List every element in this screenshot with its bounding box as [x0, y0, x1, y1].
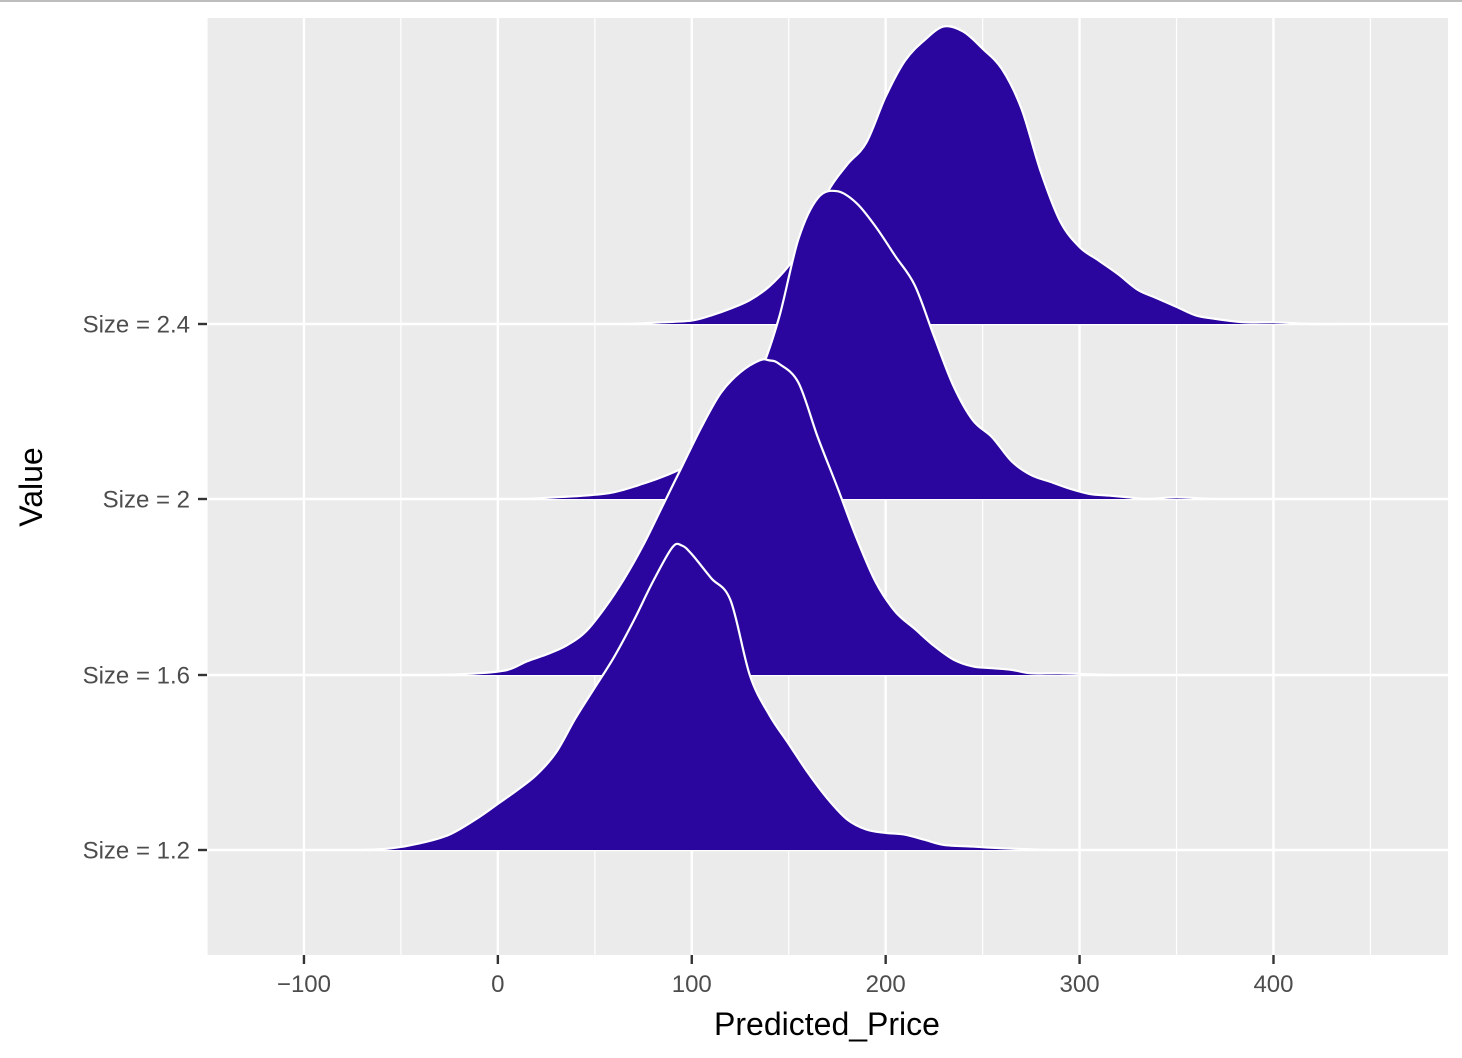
x-tick-label: −100: [277, 971, 331, 998]
ridge-outline-size-2-4: [628, 25, 1343, 326]
ridge-outline-size-2: [525, 189, 1213, 501]
top-border: [0, 0, 1462, 2]
ridge-outline-size-1-6: [438, 358, 1110, 677]
ridge-outline-size-1-2: [361, 542, 1052, 852]
x-axis: −100 0 100 200 300 400: [277, 955, 1294, 998]
ridge-fill-size-1-2: [362, 543, 1051, 850]
x-axis-title: Predicted_Price: [714, 1006, 940, 1042]
x-tick-label: 100: [672, 971, 712, 998]
y-tick-label: Size = 1.6: [83, 663, 190, 690]
x-tick-label: 200: [866, 971, 906, 998]
y-tick-label: Size = 2.4: [83, 312, 190, 339]
y-tick-label: Size = 1.2: [83, 838, 190, 865]
y-tick-label: Size = 2: [103, 487, 190, 514]
y-axis: Size = 1.2 Size = 1.6 Size = 2 Size = 2.4: [83, 312, 207, 865]
density-ridges: [361, 25, 1343, 852]
x-tick-label: 400: [1253, 971, 1293, 998]
ridge-fill-size-1-6: [439, 359, 1109, 675]
x-tick-label: 0: [491, 971, 504, 998]
y-axis-title: Value: [13, 447, 49, 526]
x-tick-label: 300: [1060, 971, 1100, 998]
ridge-fill-size-2: [526, 190, 1212, 499]
